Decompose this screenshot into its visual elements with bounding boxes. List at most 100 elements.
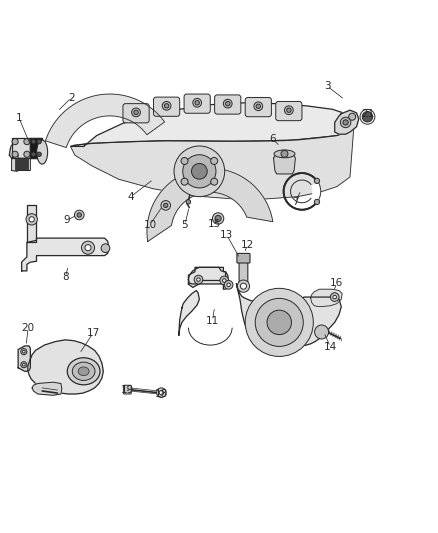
Polygon shape <box>188 268 229 289</box>
Circle shape <box>74 210 84 220</box>
Text: 1: 1 <box>16 113 22 123</box>
Polygon shape <box>28 340 103 394</box>
Text: 4: 4 <box>127 192 134 201</box>
Circle shape <box>340 117 351 128</box>
Circle shape <box>226 101 230 106</box>
Polygon shape <box>311 289 342 306</box>
Circle shape <box>156 388 166 398</box>
Polygon shape <box>30 138 42 158</box>
Text: 18: 18 <box>155 389 168 399</box>
Text: 6: 6 <box>269 134 276 143</box>
Circle shape <box>31 152 35 157</box>
Circle shape <box>37 152 41 157</box>
Circle shape <box>343 120 348 125</box>
Circle shape <box>181 157 188 165</box>
FancyBboxPatch shape <box>215 95 241 114</box>
Polygon shape <box>71 120 354 199</box>
Circle shape <box>240 283 247 289</box>
Ellipse shape <box>274 150 295 158</box>
Text: 8: 8 <box>62 272 69 282</box>
Circle shape <box>195 101 199 105</box>
Circle shape <box>191 164 207 179</box>
Circle shape <box>245 288 313 357</box>
Text: 11: 11 <box>206 316 219 326</box>
Circle shape <box>211 178 218 185</box>
Polygon shape <box>274 154 295 174</box>
Circle shape <box>21 362 27 368</box>
Polygon shape <box>27 205 36 243</box>
Circle shape <box>223 99 232 108</box>
Text: 13: 13 <box>220 230 233 240</box>
Circle shape <box>12 151 18 157</box>
Circle shape <box>101 244 110 253</box>
Ellipse shape <box>37 140 48 164</box>
Circle shape <box>186 200 191 204</box>
Circle shape <box>22 350 25 353</box>
Circle shape <box>314 178 320 183</box>
Polygon shape <box>18 346 30 372</box>
Text: 9: 9 <box>64 215 71 225</box>
Circle shape <box>12 139 18 144</box>
Circle shape <box>227 283 230 287</box>
Ellipse shape <box>78 367 89 376</box>
Circle shape <box>24 151 30 157</box>
Polygon shape <box>188 268 226 284</box>
Circle shape <box>194 275 203 284</box>
Circle shape <box>193 99 201 107</box>
Circle shape <box>362 111 373 122</box>
Text: 3: 3 <box>324 81 331 91</box>
Circle shape <box>349 113 356 120</box>
FancyBboxPatch shape <box>184 94 210 113</box>
Ellipse shape <box>67 358 100 385</box>
Text: 19: 19 <box>121 385 134 395</box>
FancyBboxPatch shape <box>153 97 180 116</box>
Polygon shape <box>32 382 62 395</box>
Text: 15: 15 <box>208 219 221 229</box>
FancyBboxPatch shape <box>276 101 302 120</box>
Circle shape <box>220 276 229 285</box>
Circle shape <box>254 102 263 111</box>
Circle shape <box>21 349 27 354</box>
Circle shape <box>281 150 288 157</box>
Text: 21: 21 <box>362 109 375 119</box>
Polygon shape <box>12 138 30 158</box>
FancyBboxPatch shape <box>124 385 131 394</box>
Circle shape <box>314 199 320 205</box>
FancyBboxPatch shape <box>123 103 149 123</box>
Text: 16: 16 <box>330 278 343 288</box>
Polygon shape <box>12 155 30 171</box>
Text: 12: 12 <box>241 240 254 249</box>
Circle shape <box>132 108 141 117</box>
Circle shape <box>22 364 25 366</box>
Circle shape <box>211 157 218 165</box>
Text: 2: 2 <box>68 93 75 102</box>
Circle shape <box>159 391 163 395</box>
Circle shape <box>174 146 225 197</box>
Circle shape <box>31 140 35 144</box>
Circle shape <box>162 101 171 110</box>
Polygon shape <box>21 238 109 271</box>
Polygon shape <box>71 103 354 147</box>
Polygon shape <box>335 110 359 134</box>
Circle shape <box>285 106 293 115</box>
Circle shape <box>224 280 233 289</box>
Circle shape <box>314 325 328 339</box>
Circle shape <box>26 214 37 225</box>
Circle shape <box>81 241 95 254</box>
Polygon shape <box>14 158 28 169</box>
FancyBboxPatch shape <box>237 253 250 263</box>
Circle shape <box>333 295 336 299</box>
Polygon shape <box>179 290 199 335</box>
Circle shape <box>287 108 291 112</box>
Circle shape <box>181 178 188 185</box>
Circle shape <box>237 280 250 292</box>
Circle shape <box>197 278 200 281</box>
Text: 14: 14 <box>324 342 337 352</box>
Circle shape <box>29 217 34 222</box>
Polygon shape <box>237 284 341 346</box>
Circle shape <box>161 200 170 210</box>
Circle shape <box>134 110 138 115</box>
Circle shape <box>37 140 41 144</box>
Circle shape <box>267 310 291 335</box>
Circle shape <box>183 155 216 188</box>
